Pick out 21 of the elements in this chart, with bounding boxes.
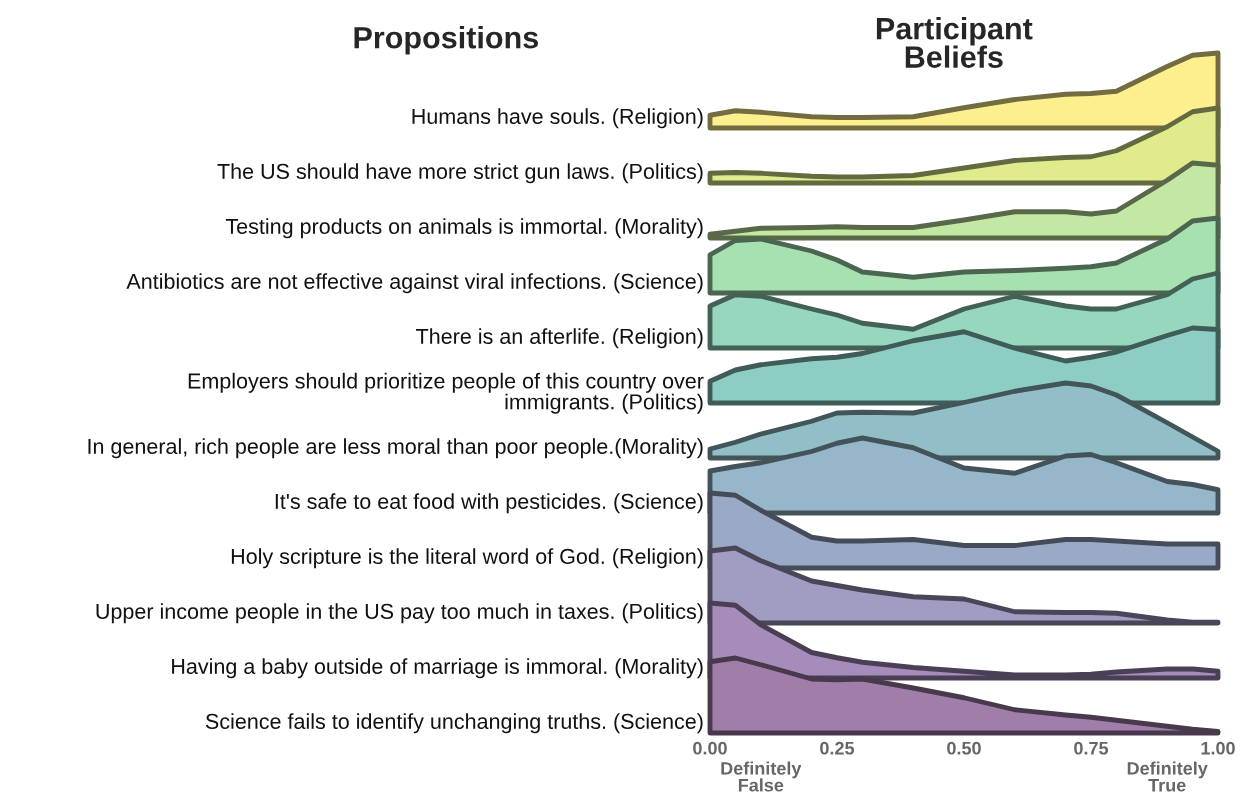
text: Definitely False [721,761,802,792]
series-label: There is an afterlife. (Religion) [416,328,703,349]
series-label: It's safe to eat food with pesticides. (Science) [275,493,703,514]
series-label: Science fails to identify unchanging truths. (Science) [205,713,703,734]
text: Propositions [354,26,538,55]
text: Definitely True [1127,761,1208,792]
x-tick-label: 0.25 [820,741,855,755]
series-label: Upper income people in the US pay too much in taxes. (Politics) [96,603,703,624]
series-label: Having a baby outside of marriage is immoral. (Morality) [172,658,703,679]
x-tick-label: 1.00 [1201,741,1235,755]
series-label: The US should have more strict gun laws. (Politics) [217,163,703,184]
x-tick-label: 0.75 [1074,741,1109,755]
series-label: Employers should prioritize people of this country over immigrants. (Politics) [188,372,704,414]
series-label: Antibiotics are not effective against viral infections. (Science) [126,273,703,294]
series-label: In general, rich people are less moral than poor people.(Morality) [88,438,703,459]
x-tick-label: 0.00 [693,741,727,755]
chart-title: Participant Beliefs [876,17,1033,68]
series-label: Holy scripture is the literal word of God. (Religion) [231,548,703,569]
x-tick-label: 0.50 [947,741,981,755]
series-label: Humans have souls. (Religion) [412,108,703,129]
series-label: Testing products on animals is immortal. (Morality) [225,218,703,239]
